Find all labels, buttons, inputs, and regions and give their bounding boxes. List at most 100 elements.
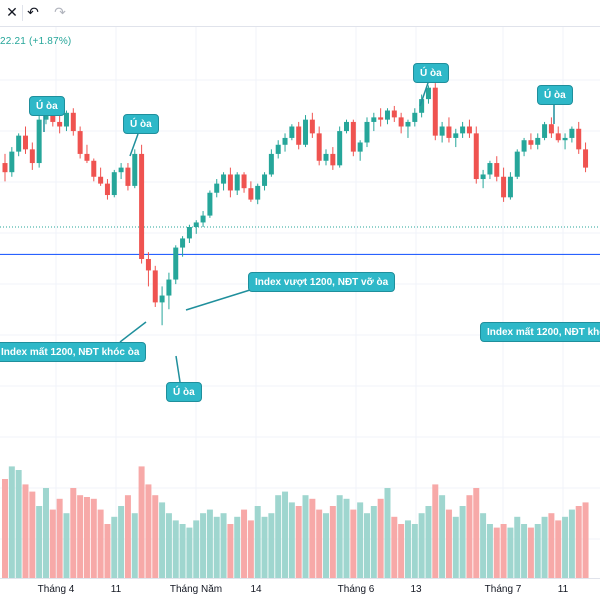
candle-body	[446, 126, 452, 138]
callout-u-oa-5[interactable]: Ú òa	[537, 85, 573, 105]
volume-bar	[514, 516, 521, 578]
volume-bar	[159, 502, 166, 578]
volume-bar	[411, 524, 418, 578]
volume-bar	[486, 524, 493, 578]
volume-bar	[562, 516, 569, 578]
volume-bar	[521, 524, 528, 578]
candle-body	[480, 174, 486, 180]
candle-body	[125, 167, 131, 186]
volume-bar	[63, 513, 70, 578]
volume-bar	[404, 520, 411, 578]
toolbar: ✕ ↶ ↷	[0, 0, 600, 27]
time-tick: 11	[557, 584, 569, 595]
undo-icon[interactable]: ↶	[27, 5, 39, 21]
candle-body	[221, 174, 227, 184]
candle-body	[337, 131, 343, 166]
volume-bar	[459, 506, 466, 578]
candle-body	[296, 126, 302, 145]
volume-bar	[541, 516, 548, 578]
candle-body	[241, 174, 247, 189]
candle-body	[29, 149, 35, 164]
volume-bar	[241, 509, 248, 578]
candle-body	[180, 238, 186, 248]
candle-body	[152, 270, 158, 303]
volume-bar	[234, 516, 241, 578]
volume-bar	[500, 524, 507, 578]
callout-index-vuot[interactable]: Index vượt 1200, NĐT vỡ òa	[248, 272, 396, 292]
close-icon[interactable]: ✕	[6, 5, 18, 21]
callout-connector	[185, 289, 251, 311]
volume-bar	[343, 498, 350, 578]
candle-body	[412, 112, 418, 122]
candle-body	[234, 174, 240, 191]
volume-bar	[288, 502, 295, 578]
volume-bar	[104, 524, 111, 578]
volume-bar	[534, 524, 541, 578]
volume-bar	[548, 513, 555, 578]
volume-bar	[15, 470, 22, 578]
volume-bar	[323, 513, 330, 578]
volume-bar	[165, 513, 172, 578]
volume-bar	[213, 516, 220, 578]
candle-body	[50, 112, 56, 122]
volume-bar	[370, 506, 377, 578]
candle-body	[91, 160, 97, 177]
candle-body	[289, 126, 295, 138]
candle-body	[521, 140, 527, 152]
candle-body	[139, 153, 145, 259]
candle-body	[391, 110, 397, 118]
candle-body	[214, 183, 220, 193]
volume-bar	[384, 488, 391, 578]
volume-bar	[152, 495, 159, 578]
callout-u-oa-1[interactable]: Ú òa	[29, 96, 65, 116]
candle-body	[9, 151, 15, 173]
redo-icon[interactable]: ↷	[54, 5, 66, 21]
callout-connector	[175, 355, 181, 383]
volume-bar	[275, 495, 282, 578]
callout-u-oa-4[interactable]: Ú òa	[413, 63, 449, 83]
volume-bar	[350, 509, 357, 578]
candle-body	[70, 112, 76, 132]
volume-bar	[480, 513, 487, 578]
volume-bar	[172, 520, 179, 578]
callout-index-mat-right[interactable]: Index mất 1200, NĐT khó	[480, 322, 600, 342]
volume-bar	[445, 509, 452, 578]
candle-body	[159, 295, 165, 303]
callout-index-mat-left[interactable]: Index mất 1200, NĐT khóc òa	[0, 342, 147, 362]
callout-u-oa-2[interactable]: Ú òa	[123, 114, 159, 134]
callout-connector	[419, 82, 429, 107]
volume-bar	[282, 491, 289, 578]
candle-body	[350, 121, 356, 152]
volume-bar	[118, 506, 125, 578]
candle-body	[282, 137, 288, 145]
candle-body	[439, 126, 445, 136]
candle-body	[323, 153, 329, 161]
candle-body	[255, 185, 261, 200]
candle-body	[193, 222, 199, 228]
volume-bar	[268, 513, 275, 578]
time-tick: Tháng 4	[37, 584, 75, 595]
volume-bar	[439, 495, 446, 578]
volume-bar	[527, 527, 534, 578]
volume-bar	[90, 498, 97, 578]
candle-body	[583, 149, 589, 168]
volume-bar	[302, 495, 309, 578]
candle-body	[384, 110, 390, 120]
candle-body	[494, 163, 500, 177]
volume-bar	[186, 527, 193, 578]
candle-body	[200, 215, 206, 223]
volume-bar	[42, 488, 49, 578]
candle-body	[528, 140, 534, 145]
volume-bar	[77, 495, 84, 578]
callout-u-oa-3[interactable]: Ú òa	[166, 382, 202, 402]
candle-body	[173, 247, 179, 280]
time-axis: Tháng 4 11 Tháng Năm 14 Tháng 6 13 Tháng…	[0, 578, 600, 601]
candle-body	[425, 87, 431, 100]
candle-body	[275, 144, 281, 154]
volume-bar	[473, 488, 480, 578]
volume-bar	[227, 524, 234, 578]
time-tick: 14	[250, 584, 262, 595]
volume-bar	[97, 509, 104, 578]
volume-bar	[309, 498, 316, 578]
